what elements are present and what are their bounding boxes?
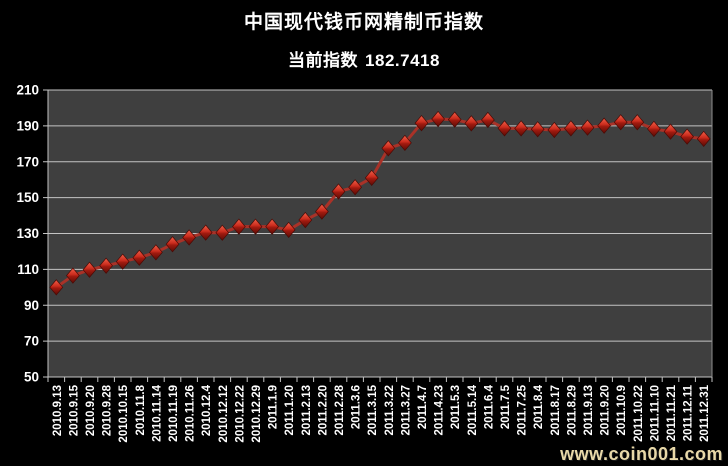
y-tick-label: 110: [17, 262, 39, 277]
x-tick-label: 2011.3.22: [384, 385, 396, 436]
data-point-marker: [132, 249, 147, 266]
data-point-marker: [348, 179, 362, 196]
data-point-marker: [149, 244, 163, 261]
data-point-marker: [431, 110, 445, 128]
x-tick-label: 2011.7.25: [517, 384, 529, 435]
x-tick-label: 2011.6.4: [483, 384, 495, 429]
x-tick-label: 2011.2.20: [317, 385, 329, 436]
y-tick-label: 190: [16, 118, 39, 133]
x-tick-label: 2010.11.19: [168, 385, 180, 442]
data-point-marker: [182, 229, 196, 246]
data-point-marker: [414, 115, 429, 132]
data-point-marker: [464, 115, 479, 132]
x-tick-label: 2010.12.12: [218, 385, 230, 443]
x-tick-label: 2010.11.8: [135, 384, 147, 435]
data-point-marker: [647, 120, 661, 138]
data-point-marker: [514, 120, 528, 137]
y-tick-label: 70: [24, 334, 39, 349]
x-tick-label: 2011.12.11: [683, 384, 695, 441]
watermark: www.coin001.com: [560, 444, 723, 464]
x-tick-label: 2011.3.27: [400, 385, 412, 436]
data-point-marker: [115, 253, 130, 270]
data-point-marker: [597, 117, 611, 134]
current-index-line: 当前指数 182.7418: [0, 46, 728, 71]
chart-header: 中国现代钱币网精制币指数 当前指数 182.7418: [0, 12, 728, 71]
data-point-marker: [680, 128, 694, 145]
x-tick-label: 2010.12.22: [234, 385, 246, 443]
data-point-marker: [265, 218, 279, 235]
data-point-marker: [447, 111, 462, 128]
data-point-marker: [398, 134, 412, 152]
x-tick-label: 2010.11.26: [185, 385, 197, 442]
x-tick-label: 2011.12.31: [699, 384, 711, 442]
y-tick-label: 150: [16, 190, 39, 205]
y-tick-label: 90: [24, 298, 39, 313]
x-tick-label: 2011.7.5: [500, 384, 512, 429]
y-tick-label: 130: [16, 226, 39, 241]
y-tick-label: 50: [24, 370, 39, 385]
x-tick-label: 2011.1.9: [268, 385, 280, 429]
data-point-marker: [564, 120, 578, 137]
data-point-marker: [613, 114, 628, 131]
data-point-marker: [663, 123, 678, 140]
data-point-marker: [530, 121, 545, 138]
x-tick-label: 2010.11.14: [151, 384, 163, 442]
x-tick-label: 2011.3.15: [367, 384, 379, 435]
data-point-marker: [298, 211, 313, 229]
data-point-marker: [248, 218, 263, 235]
data-point-marker: [82, 261, 97, 278]
x-tick-label: 2010.9.28: [102, 384, 114, 436]
data-point-marker: [198, 224, 213, 241]
data-point-marker: [547, 121, 562, 139]
x-tick-label: 2011.4.23: [434, 385, 446, 436]
x-tick-label: 2010.9.13: [52, 385, 64, 436]
data-point-marker: [66, 267, 80, 284]
data-point-marker: [696, 130, 711, 148]
page-title: 中国现代钱币网精制币指数: [243, 12, 484, 33]
data-point-marker: [630, 114, 645, 131]
x-tick-label: 2011.8.17: [550, 385, 562, 436]
x-tick-label: 2010.12.29: [251, 385, 263, 443]
data-point-marker: [315, 203, 329, 220]
x-tick-label: 2011.10.22: [633, 385, 645, 442]
data-point-marker: [281, 221, 296, 239]
x-tick-label: 2011.9.13: [583, 385, 595, 436]
x-tick-label: 2011.9.20: [600, 385, 612, 436]
x-tick-label: 2011.10.9: [616, 385, 628, 436]
data-point-marker: [165, 236, 180, 253]
data-point-marker: [364, 169, 379, 187]
x-tick-label: 2010.9.15: [68, 384, 80, 436]
x-tick-label: 2011.5.14: [467, 384, 479, 435]
y-tick-label: 170: [16, 154, 39, 169]
data-point-marker: [580, 119, 595, 136]
data-point-marker: [497, 120, 512, 137]
x-tick-label: 2011.1.20: [284, 385, 296, 436]
y-tick-label: 210: [16, 83, 39, 98]
data-point-marker: [232, 218, 246, 235]
x-tick-label: 2010.10.15: [118, 384, 130, 442]
current-index-value: 182.7418: [365, 50, 440, 70]
data-point-marker: [331, 183, 346, 200]
data-point-marker: [381, 140, 396, 157]
x-tick-label: 2011.11.21: [666, 384, 678, 441]
x-tick-label: 2011.11.10: [649, 385, 661, 441]
x-tick-label: 2011.8.29: [566, 385, 578, 436]
data-point-marker: [99, 257, 113, 274]
x-tick-label: 2011.2.13: [301, 385, 313, 436]
x-tick-label: 2011.8.4: [533, 384, 545, 429]
current-index-label: 当前指数: [288, 50, 359, 70]
index-line: [54, 117, 706, 289]
x-tick-label: 2011.3.6: [351, 385, 363, 429]
x-tick-label: 2011.4.7: [417, 385, 429, 429]
data-point-marker: [215, 224, 230, 241]
x-tick-label: 2010.12.4: [201, 384, 213, 436]
data-point-marker: [49, 279, 64, 296]
data-point-marker: [481, 111, 495, 129]
x-tick-label: 2010.9.20: [85, 385, 97, 436]
x-tick-label: 2011.2.28: [334, 384, 346, 435]
x-tick-label: 2011.5.3: [450, 385, 462, 429]
